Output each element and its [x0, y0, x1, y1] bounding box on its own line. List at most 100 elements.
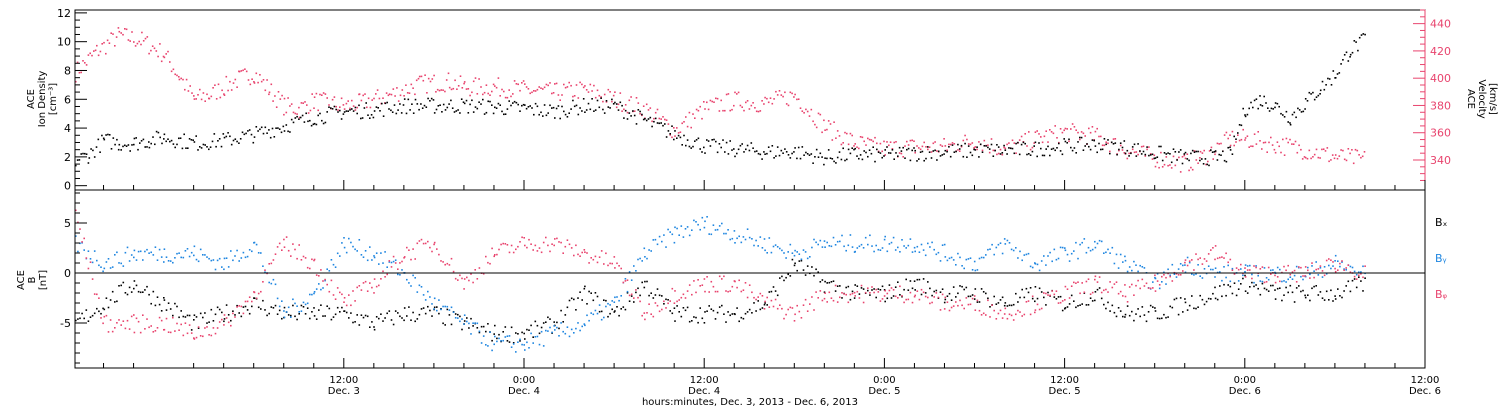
bz-point: [736, 286, 738, 289]
bx-point: [1070, 294, 1073, 297]
velocity-point: [827, 120, 830, 122]
velocity-point: [764, 96, 766, 99]
velocity-point: [1054, 125, 1056, 127]
bz-point: [671, 287, 674, 290]
bx-point: [296, 318, 298, 321]
velocity-point: [1181, 156, 1184, 158]
bz-point: [1195, 253, 1197, 255]
bz-point: [424, 242, 427, 245]
bx-point: [721, 304, 723, 307]
velocity-point: [260, 80, 263, 83]
density-point: [1103, 138, 1106, 140]
by-point: [1295, 265, 1298, 268]
by-point: [603, 316, 605, 319]
bz-point: [1165, 276, 1167, 279]
bx-point: [1163, 313, 1165, 316]
bx-point: [1315, 285, 1317, 287]
by-point: [736, 237, 738, 240]
by-point: [412, 274, 414, 277]
bz-point: [897, 297, 899, 299]
by-point: [1283, 280, 1285, 282]
by-point: [1221, 279, 1223, 282]
density-point: [1287, 121, 1289, 123]
density-point: [1238, 124, 1241, 126]
density-point: [904, 157, 906, 159]
bx-point: [706, 310, 708, 312]
density-tick-label: 6: [64, 93, 71, 106]
bz-point: [148, 326, 150, 329]
bx-point: [590, 292, 592, 294]
bx-point: [366, 315, 369, 318]
bz-point: [1096, 281, 1099, 283]
bz-point: [1109, 281, 1111, 283]
bx-point: [466, 317, 468, 319]
velocity-point: [907, 144, 910, 146]
by-point: [768, 237, 771, 239]
velocity-point: [776, 94, 779, 96]
velocity-point: [342, 104, 345, 106]
bz-point: [1221, 256, 1223, 258]
bx-point: [1184, 301, 1187, 304]
bx-point: [406, 315, 408, 317]
bx-point: [1267, 290, 1270, 292]
density-point: [669, 133, 671, 135]
bz-point: [853, 291, 856, 294]
by-point: [262, 265, 264, 267]
bz-point: [313, 258, 316, 261]
density-point: [508, 100, 510, 102]
bz-point: [461, 277, 463, 280]
density-point: [140, 140, 143, 142]
density-point: [200, 147, 203, 149]
density-point: [425, 106, 428, 108]
bz-point: [246, 300, 249, 303]
velocity-point: [1114, 138, 1117, 140]
density-point: [1336, 73, 1339, 75]
bz-point: [457, 279, 459, 281]
velocity-point: [494, 85, 496, 87]
bx-point: [1317, 294, 1320, 296]
bz-point: [562, 252, 564, 254]
velocity-point: [1208, 150, 1211, 152]
velocity-point: [415, 79, 418, 82]
bz-point: [686, 290, 689, 292]
by-point: [433, 297, 436, 300]
bx-point: [1131, 310, 1133, 313]
bx-point: [770, 290, 773, 293]
by-point: [759, 236, 762, 238]
bz-point: [1131, 283, 1133, 286]
by-point: [851, 246, 854, 248]
by-point: [729, 238, 731, 241]
by-point: [1334, 254, 1337, 257]
bz-point: [320, 269, 322, 271]
bz-point: [678, 299, 680, 301]
density-point: [283, 130, 286, 132]
velocity-tick-label: 420: [1430, 45, 1451, 58]
density-point: [400, 112, 403, 114]
bx-point: [832, 280, 835, 282]
bz-point: [995, 318, 998, 320]
by-point: [343, 237, 345, 239]
bz-point: [354, 300, 356, 302]
velocity-point: [739, 104, 742, 107]
density-point: [352, 110, 355, 112]
bz-point: [1137, 279, 1139, 282]
bz-point: [1321, 270, 1324, 272]
velocity-point: [491, 90, 493, 93]
velocity-point: [182, 78, 184, 81]
bx-point: [1115, 315, 1118, 318]
bx-point: [841, 297, 843, 299]
bx-point: [152, 290, 155, 293]
by-point: [776, 246, 779, 248]
by-point: [238, 260, 240, 262]
by-point: [598, 304, 601, 306]
velocity-point: [685, 116, 687, 118]
velocity-point: [844, 131, 846, 134]
velocity-point: [757, 110, 760, 113]
bx-point: [957, 292, 959, 295]
by-point: [163, 261, 165, 263]
velocity-point: [298, 116, 301, 119]
bx-point: [913, 280, 916, 282]
bx-point: [523, 332, 525, 335]
bz-point: [438, 253, 440, 256]
velocity-point: [733, 104, 735, 107]
